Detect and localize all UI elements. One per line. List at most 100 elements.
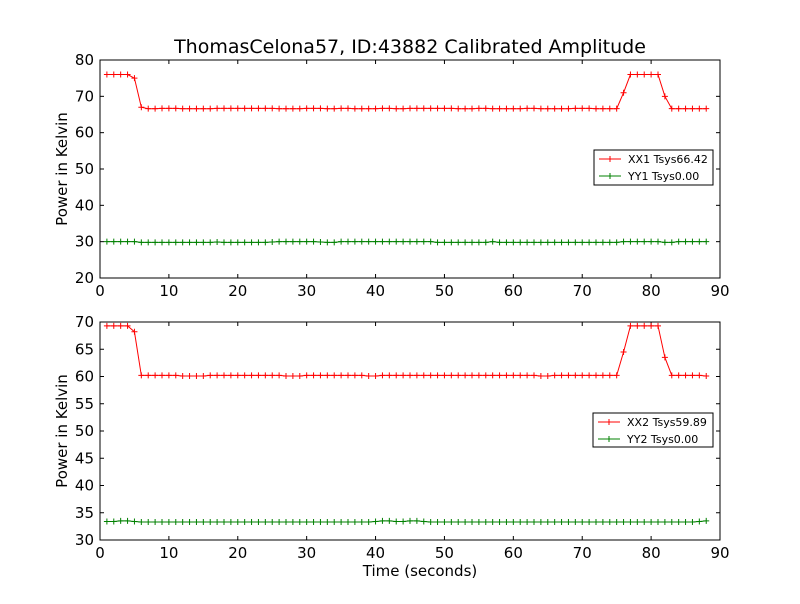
data-point — [138, 519, 145, 526]
data-point — [606, 239, 613, 246]
data-point — [634, 322, 641, 329]
data-point — [599, 105, 606, 112]
data-point — [221, 519, 227, 526]
data-point — [351, 519, 358, 526]
data-point — [234, 105, 241, 112]
data-point — [324, 105, 331, 112]
data-point — [675, 519, 682, 526]
data-point — [661, 93, 668, 100]
data-point — [641, 322, 648, 329]
data-point — [544, 239, 551, 246]
data-point — [400, 238, 407, 245]
data-point — [110, 238, 117, 245]
data-point — [641, 519, 648, 526]
data-point — [303, 519, 310, 526]
data-point — [572, 105, 579, 112]
data-point — [296, 519, 303, 526]
data-point — [269, 372, 276, 379]
data-point — [152, 519, 159, 526]
data-point — [524, 372, 531, 379]
x-tick-label: 70 — [573, 282, 592, 300]
data-point — [579, 519, 586, 526]
x-tick-label: 90 — [710, 282, 729, 300]
y-axis-label: Power in Kelvin — [53, 374, 71, 488]
data-point — [351, 372, 358, 379]
data-point — [558, 372, 565, 379]
data-point — [593, 519, 599, 526]
x-tick-label: 70 — [573, 544, 592, 562]
data-point — [131, 518, 138, 525]
data-point — [221, 105, 227, 112]
data-point — [661, 354, 668, 361]
data-point — [393, 238, 400, 245]
data-point — [262, 105, 269, 112]
data-point — [262, 519, 269, 526]
data-point — [345, 372, 351, 379]
data-point — [283, 105, 289, 112]
data-point — [427, 105, 434, 112]
data-point — [593, 105, 599, 112]
data-point — [200, 239, 207, 246]
data-point — [475, 239, 482, 246]
data-point — [172, 372, 179, 379]
data-point — [400, 372, 407, 379]
data-point — [276, 372, 283, 379]
data-point — [248, 239, 255, 246]
data-point — [331, 372, 338, 379]
data-point — [289, 372, 296, 379]
data-point — [324, 519, 331, 526]
data-point — [351, 105, 358, 112]
data-point — [365, 238, 372, 245]
data-point — [510, 105, 517, 112]
data-point — [434, 239, 441, 246]
y-tick-label: 60 — [75, 368, 94, 386]
data-point — [455, 519, 462, 526]
data-point — [648, 519, 655, 526]
data-point — [655, 322, 661, 329]
data-point — [586, 105, 593, 112]
data-point — [345, 238, 351, 245]
series-line — [106, 520, 707, 523]
data-point — [565, 519, 572, 526]
data-point — [668, 239, 675, 246]
data-point — [475, 105, 482, 112]
data-point — [503, 372, 510, 379]
data-point — [372, 372, 379, 379]
data-point — [131, 328, 138, 335]
data-point — [372, 518, 379, 525]
data-point — [124, 517, 131, 524]
data-point — [241, 519, 248, 526]
data-point — [379, 238, 386, 245]
series-line — [106, 325, 707, 377]
x-tick-label: 0 — [95, 282, 105, 300]
data-point — [117, 517, 124, 524]
data-point — [345, 105, 351, 112]
y-tick-label: 30 — [75, 531, 94, 549]
data-point — [510, 519, 517, 526]
data-point — [517, 239, 524, 246]
data-point — [214, 372, 221, 379]
data-point — [579, 105, 586, 112]
data-point — [661, 239, 668, 246]
data-point — [524, 105, 531, 112]
data-point — [379, 517, 386, 524]
data-point — [331, 239, 338, 246]
data-point — [696, 238, 703, 245]
data-point — [159, 105, 165, 112]
data-point — [482, 372, 489, 379]
data-point — [193, 239, 200, 246]
data-point — [386, 517, 393, 524]
data-point — [606, 372, 613, 379]
data-point — [544, 105, 551, 112]
data-point — [358, 238, 365, 245]
data-point — [565, 372, 572, 379]
data-point — [269, 519, 276, 526]
data-point — [434, 519, 441, 526]
data-point — [627, 238, 634, 245]
data-point — [193, 372, 200, 379]
data-point — [310, 238, 317, 245]
y-tick-label: 70 — [75, 313, 94, 331]
x-tick-label: 40 — [366, 544, 385, 562]
data-point — [496, 372, 503, 379]
data-point — [696, 372, 703, 379]
